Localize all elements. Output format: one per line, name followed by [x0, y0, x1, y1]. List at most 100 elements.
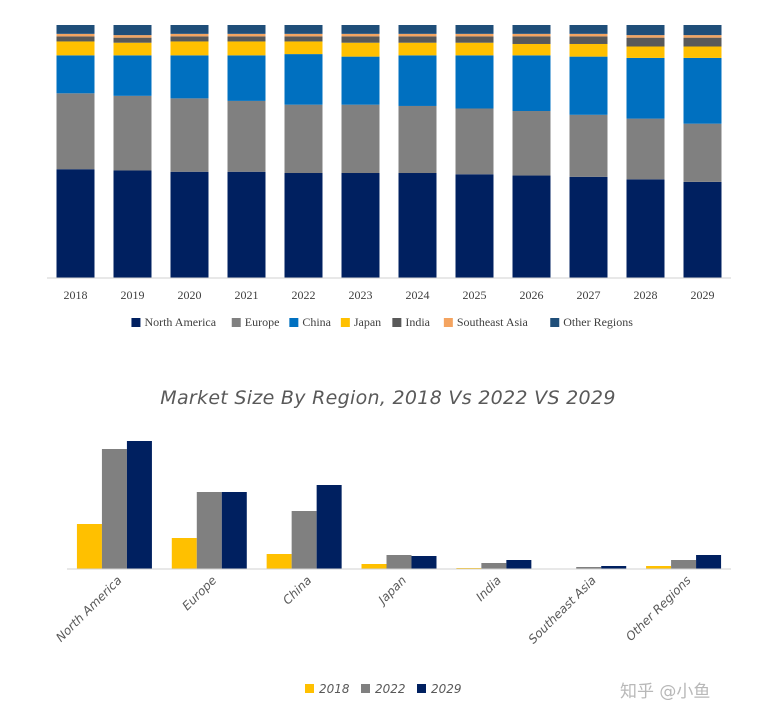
legend: North America Europe China Japan India Southe…: [131, 315, 633, 329]
bar-japan-2025: [455, 42, 494, 56]
bar-india-2025: [455, 36, 494, 43]
bar-southeast-asia-2018: [56, 33, 95, 37]
legend-label-2022: 2022: [375, 682, 406, 696]
x-tick-2028: 2028: [634, 288, 658, 302]
bar-japan-2024: [398, 42, 437, 56]
bar-china-2022: [291, 511, 317, 569]
bar-china-2022: [284, 54, 323, 105]
bar-europe-2018: [56, 93, 95, 170]
bar-japan-2020: [170, 41, 209, 56]
bar-other-regions-2022: [284, 25, 323, 34]
bar-china-2019: [113, 55, 152, 96]
bar-europe-2018: [171, 538, 197, 569]
bar-china-2026: [512, 55, 551, 112]
legend-label-other-regions: Other Regions: [563, 315, 633, 329]
bar-india-2024: [398, 36, 437, 43]
bar-other-regions-2025: [455, 25, 494, 34]
bar-southeast-asia-2022: [284, 33, 323, 37]
stacked-bars: [56, 25, 722, 278]
bar-north-america-2029: [126, 441, 152, 569]
x-tick-2029: 2029: [691, 288, 715, 302]
legend-label-2018: 2018: [319, 682, 350, 696]
watermark: 知乎 @小鱼: [620, 682, 710, 702]
bar-europe-2025: [455, 108, 494, 175]
x-tick-2021: 2021: [235, 288, 259, 302]
bar-china-2023: [341, 56, 380, 105]
legend-swatch-2022: [361, 684, 370, 693]
bar-southeast-asia-2029: [683, 35, 722, 38]
bar-north-america-2029: [683, 181, 722, 278]
bar-india-2029: [683, 37, 722, 47]
bar-north-america-2020: [170, 171, 209, 278]
bar-other-regions-2029: [696, 555, 722, 569]
bar-other-regions-2029: [683, 25, 722, 36]
legend-label-southeast-asia: Southeast Asia: [457, 315, 529, 329]
legend: 2018 2022 2029: [305, 682, 462, 696]
legend-label-europe: Europe: [245, 315, 280, 329]
bar-japan-2018: [361, 564, 387, 569]
bar-china-2029: [683, 57, 722, 124]
bar-japan-2026: [512, 43, 551, 56]
bar-europe-2029: [683, 123, 722, 182]
category-label-southeast-asia: Southeast Asia: [526, 573, 599, 646]
bar-india-2029: [506, 560, 532, 569]
chart-title: Market Size By Region, 2018 Vs 2022 VS 2…: [160, 387, 615, 409]
legend-swatch-other-regions: [550, 318, 560, 327]
bar-japan-2028: [626, 46, 665, 58]
x-tick-labels: 2018 2019 2020 2021 2022 2023 2024 2025 2026 2027…: [64, 288, 715, 302]
bar-southeast-asia-2026: [512, 33, 551, 37]
category-label-india: India: [473, 573, 504, 604]
bar-india-2020: [170, 36, 209, 42]
bar-india-2027: [569, 36, 608, 44]
x-tick-2027: 2027: [577, 288, 601, 302]
bar-southeast-asia-2028: [626, 35, 665, 38]
category-label-china: China: [280, 573, 314, 607]
legend-label-north-america: North America: [144, 315, 216, 329]
bar-europe-2019: [113, 95, 152, 171]
bar-europe-2024: [398, 105, 437, 174]
x-tick-2020: 2020: [178, 288, 202, 302]
bar-other-regions-2019: [113, 25, 152, 36]
legend-swatch-japan: [340, 318, 350, 327]
bar-india-2022: [481, 563, 507, 569]
bar-other-regions-2022: [671, 560, 697, 569]
legend-label-china: China: [302, 315, 331, 329]
bar-north-america-2028: [626, 179, 665, 278]
bar-north-america-2023: [341, 173, 380, 278]
bar-southeast-asia-2019: [113, 35, 152, 38]
bar-china-2020: [170, 55, 209, 99]
bar-north-america-2018: [76, 524, 102, 569]
bar-north-america-2024: [398, 173, 437, 278]
bar-japan-2022: [386, 555, 412, 569]
bar-other-regions-2023: [341, 25, 380, 34]
bar-southeast-asia-2022: [576, 567, 602, 569]
legend-label-india: India: [405, 315, 430, 329]
bar-china-2029: [316, 485, 342, 569]
bar-japan-2021: [227, 41, 266, 56]
category-label-north-america: North America: [53, 573, 124, 644]
category-labels: North America Europe China Japan India Southe…: [53, 573, 693, 646]
bar-southeast-asia-2027: [569, 33, 608, 37]
bar-japan-2019: [113, 42, 152, 56]
x-tick-2018: 2018: [64, 288, 88, 302]
stacked-bar-chart: 2018 2019 2020 2021 2022 2023 2024 2025 2026 2027…: [47, 25, 731, 329]
x-tick-2025: 2025: [463, 288, 487, 302]
category-label-europe: Europe: [179, 573, 219, 613]
grouped-bars: [76, 441, 722, 569]
bar-china-2024: [398, 55, 437, 106]
bar-southeast-asia-2020: [170, 33, 209, 37]
bar-india-2021: [227, 36, 266, 42]
legend-swatch-europe: [231, 318, 241, 327]
x-tick-2026: 2026: [520, 288, 544, 302]
bar-europe-2022: [196, 492, 222, 569]
bar-other-regions-2021: [227, 25, 266, 34]
legend-swatch-north-america: [131, 318, 141, 327]
bar-southeast-asia-2023: [341, 33, 380, 37]
bar-india-2026: [512, 36, 551, 44]
bar-china-2028: [626, 57, 665, 119]
legend-swatch-southeast-asia: [443, 318, 453, 327]
bar-china-2025: [455, 55, 494, 109]
bar-other-regions-2028: [626, 25, 665, 36]
bar-japan-2029: [683, 46, 722, 58]
